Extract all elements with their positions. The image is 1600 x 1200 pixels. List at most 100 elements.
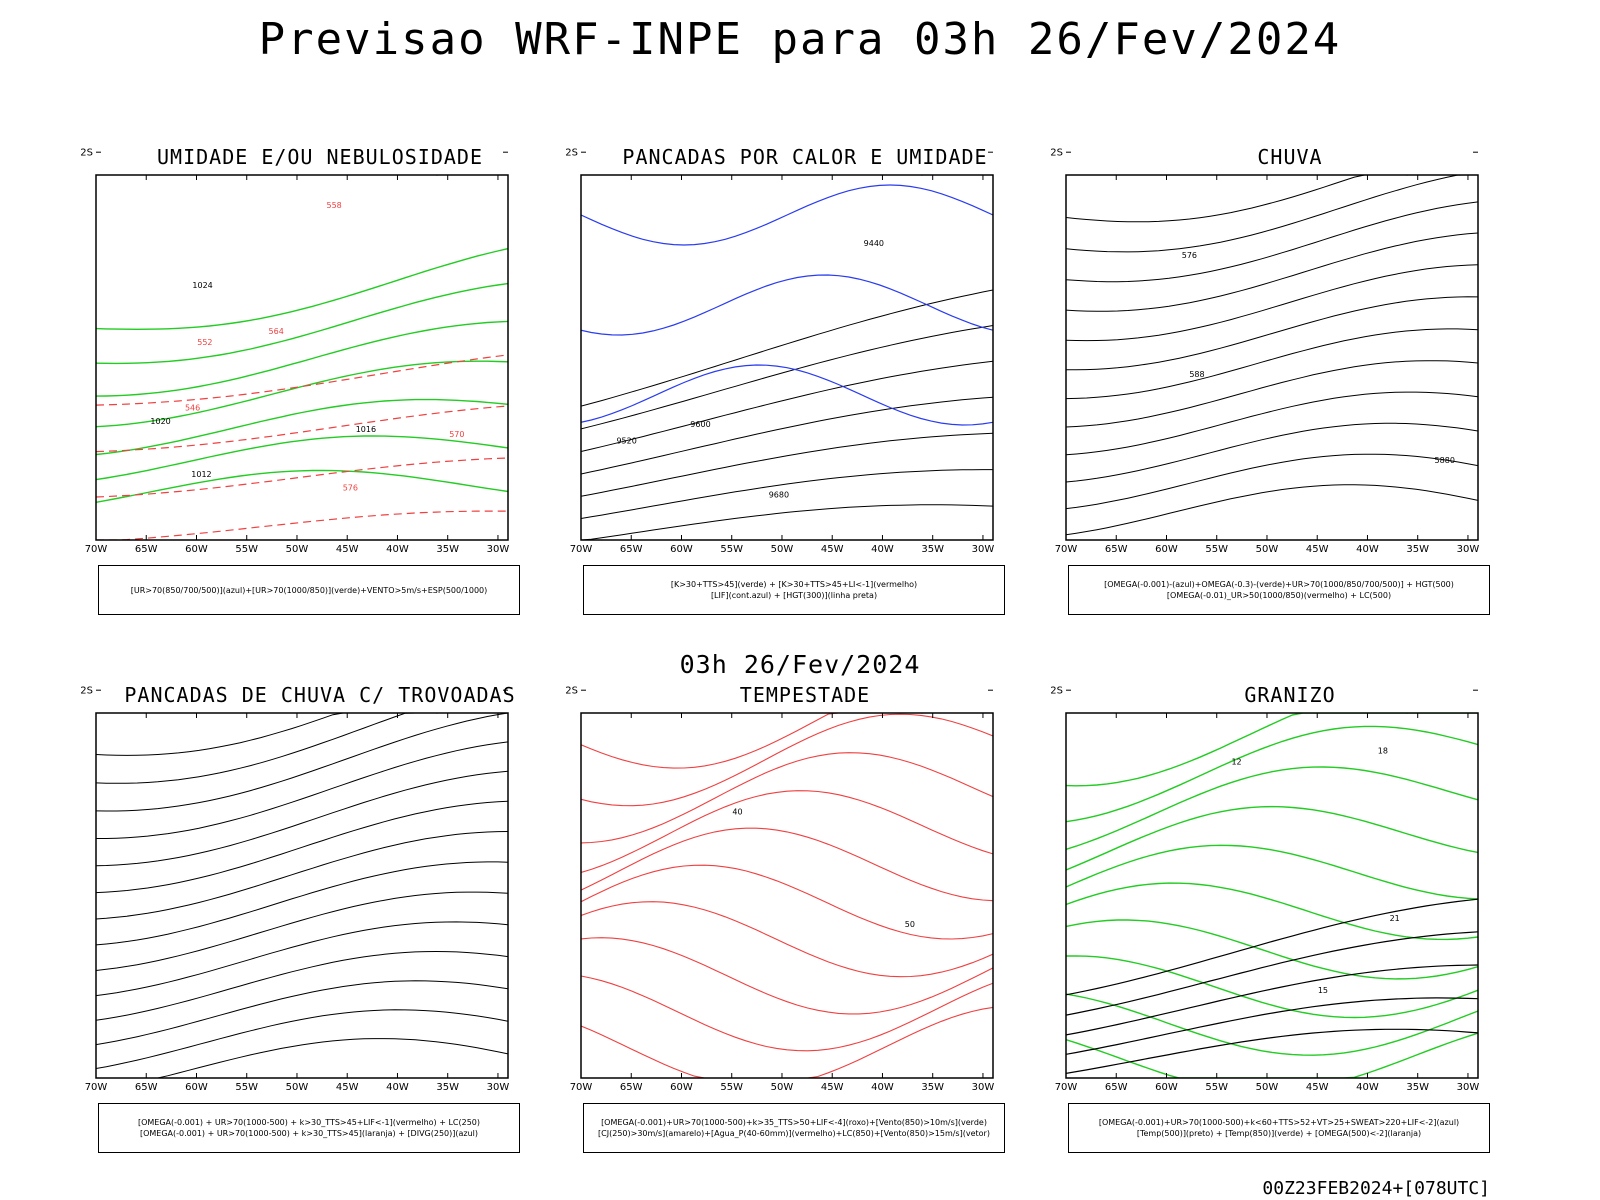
map: 960096809520944012S15S18S21S24S27S30S33S… <box>565 145 994 555</box>
lon-label: 60W <box>670 1082 693 1093</box>
isoline <box>1066 422 1478 483</box>
coastline <box>435 175 438 176</box>
isoline <box>1066 898 1478 996</box>
map-background <box>581 175 993 540</box>
lon-label: 60W <box>1155 544 1178 555</box>
contour-label: 588 <box>1189 370 1204 379</box>
lon-label: 65W <box>135 1082 158 1093</box>
isoline <box>96 282 508 365</box>
isoline <box>96 980 508 1046</box>
legend-text: [OMEGA(-0.001)+UR>70(1000-500)+k<60+TTS>… <box>1098 1118 1460 1127</box>
isoline <box>1066 725 1478 823</box>
lon-label: 30W <box>972 1082 995 1093</box>
lon-label: 40W <box>386 1082 409 1093</box>
isoline <box>1066 955 1478 1019</box>
lon-label: 45W <box>821 544 844 555</box>
lon-label: 60W <box>185 544 208 555</box>
contour-label: 15 <box>1318 986 1328 995</box>
wind-vector <box>841 703 848 707</box>
isoline <box>1066 453 1478 510</box>
contour-label: 12 <box>1231 758 1241 767</box>
lat-label: 12S <box>80 148 93 159</box>
omega-area <box>1225 147 1231 155</box>
contour-label: 1024 <box>192 281 212 290</box>
wind-vector-head <box>864 695 867 698</box>
panel-pancadas-calor: PANCADAS POR CALOR E UMIDADE 9600 9680 9520… <box>565 145 1045 615</box>
wind-vector <box>961 687 968 690</box>
isoline <box>581 1006 993 1078</box>
contour-label: 546 <box>185 404 200 413</box>
map-frame <box>95 174 509 541</box>
isoline <box>1066 360 1478 428</box>
lon-label: 55W <box>235 1082 258 1093</box>
lon-label: 35W <box>1406 1082 1429 1093</box>
isoline <box>1066 264 1478 342</box>
panel-pancadas-trovoadas: PANCADAS DE CHUVA C/ TROVOADAS12S15S18S2… <box>80 683 560 1153</box>
isoline <box>96 469 508 503</box>
wind-vector <box>944 700 951 704</box>
contour-label: 9680 <box>769 490 789 499</box>
isoline <box>96 320 508 397</box>
legend-text: [K>30+TTS>45](verde) + [K>30+TTS>45+LI<-… <box>670 580 918 589</box>
isoline <box>96 861 508 946</box>
legend-box: [OMEGA(-0.001)-(azul)+OMEGA(-0.3)-(verde… <box>1068 565 1490 615</box>
lon-label: 70W <box>1055 1082 1078 1093</box>
contour-label: 558 <box>326 201 341 210</box>
isoline <box>96 398 508 456</box>
panel-title: UMIDADE E/OU NEBULOSIDADE <box>156 145 484 169</box>
main-title: Previsao WRF-INPE para 03h 26/Fev/2024 <box>258 14 1342 65</box>
isoline <box>581 713 993 807</box>
contour-label: 50 <box>905 920 915 929</box>
isoline <box>96 950 508 1021</box>
isoline <box>96 713 508 812</box>
map-background <box>581 713 993 1078</box>
instability-area <box>581 145 792 175</box>
lon-label: 55W <box>1205 544 1228 555</box>
isoline <box>96 405 508 453</box>
map-layers: 588 576 5880 <box>1066 147 1478 536</box>
map: 101210161020102457657056455855254612S15S… <box>80 145 509 555</box>
map-layers: 40 50 <box>581 687 993 1078</box>
lon-label: 55W <box>1205 1082 1228 1093</box>
political-border <box>101 145 126 152</box>
lon-label: 50W <box>1256 1082 1279 1093</box>
isoline <box>581 752 993 844</box>
coastline <box>1405 713 1408 714</box>
contour-label: 564 <box>269 327 284 336</box>
legend-text: [OMEGA(-0.001)+UR>70(1000-500)+k>35_TTS>… <box>601 1118 987 1127</box>
isoline <box>1066 175 1478 253</box>
lon-label: 30W <box>487 1082 510 1093</box>
map-background <box>1066 175 1478 540</box>
panel-umidade: UMIDADE E/OU NEBULOSIDADE 1012 1016 1020 102… <box>80 145 560 615</box>
lon-label: 65W <box>620 544 643 555</box>
isoline <box>581 274 993 336</box>
isoline <box>581 827 993 902</box>
lon-label: 65W <box>620 1082 643 1093</box>
isoline <box>581 937 993 1015</box>
contour-label: 1012 <box>191 470 211 479</box>
isoline <box>1066 919 1478 980</box>
lon-label: 70W <box>570 544 593 555</box>
lon-label: 70W <box>570 1082 593 1093</box>
isoline <box>581 289 993 407</box>
isoline <box>96 510 508 540</box>
lat-label: 12S <box>1050 148 1063 159</box>
wind-vector-head <box>789 700 792 703</box>
lon-label: 60W <box>185 1082 208 1093</box>
coastline <box>920 175 923 176</box>
lon-label: 35W <box>921 544 944 555</box>
lon-label: 50W <box>771 1082 794 1093</box>
lon-label: 45W <box>821 1082 844 1093</box>
isoline <box>96 457 508 498</box>
political-border <box>1071 683 1096 690</box>
isoline <box>96 770 508 867</box>
contour-label: 18 <box>1378 747 1388 756</box>
isoline <box>96 435 508 481</box>
isoline <box>96 713 508 756</box>
contour-label: 5880 <box>1435 456 1455 465</box>
isoline <box>581 184 993 246</box>
map-layers: 12 15 18 21 <box>1066 683 1478 1078</box>
political-border <box>586 145 611 152</box>
map: 588576588012S15S18S21S24S27S30S33S36S39S… <box>1050 147 1479 555</box>
lon-label: 60W <box>670 544 693 555</box>
